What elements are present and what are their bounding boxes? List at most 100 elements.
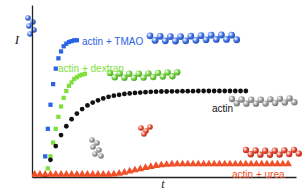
data-point bbox=[59, 133, 64, 138]
filament-bead bbox=[272, 100, 278, 106]
y-axis bbox=[32, 6, 33, 178]
filament-bead bbox=[172, 38, 179, 45]
filament-bead bbox=[282, 99, 288, 105]
data-point bbox=[185, 89, 190, 94]
filament-bead bbox=[174, 69, 180, 75]
data-point bbox=[69, 117, 74, 122]
data-point bbox=[148, 89, 153, 94]
monomer-bead bbox=[25, 15, 31, 21]
data-point bbox=[56, 115, 60, 119]
data-point bbox=[222, 89, 227, 94]
filament-bead bbox=[182, 37, 189, 44]
filament-bead bbox=[140, 74, 146, 80]
filament-bead bbox=[193, 37, 200, 44]
data-point bbox=[74, 111, 79, 116]
data-point bbox=[62, 96, 66, 100]
monomer-bead bbox=[89, 137, 95, 143]
data-point bbox=[101, 96, 106, 101]
data-point bbox=[111, 93, 116, 98]
data-point bbox=[284, 160, 292, 167]
data-point bbox=[133, 90, 138, 95]
data-point bbox=[64, 89, 68, 93]
filament-bead bbox=[243, 147, 249, 153]
monomer-bead bbox=[138, 125, 144, 131]
data-point bbox=[96, 98, 101, 103]
monomer-bead bbox=[141, 131, 147, 137]
data-point bbox=[164, 89, 169, 94]
filament-bead bbox=[262, 100, 268, 106]
filament-bead bbox=[147, 32, 154, 39]
data-point bbox=[233, 89, 238, 94]
chart: Itactin + TMAOactin + dextranactinactin … bbox=[0, 0, 308, 189]
monomer-bead bbox=[92, 151, 98, 157]
monomer-bead bbox=[94, 140, 100, 146]
filament-bead bbox=[276, 151, 282, 157]
series bbox=[40, 38, 79, 177]
filament-bead bbox=[286, 151, 292, 157]
data-point bbox=[143, 90, 148, 95]
y-axis-title: I bbox=[14, 32, 20, 47]
series bbox=[43, 72, 87, 177]
filament-bead bbox=[218, 32, 225, 39]
data-point bbox=[206, 89, 211, 94]
data-point bbox=[54, 127, 58, 131]
data-point bbox=[217, 89, 222, 94]
monomer-bead bbox=[90, 144, 96, 150]
filament-bead bbox=[203, 36, 210, 43]
filament-bead bbox=[291, 99, 297, 105]
data-point bbox=[80, 107, 85, 112]
data-point bbox=[243, 89, 248, 94]
data-point bbox=[122, 92, 127, 97]
data-point bbox=[142, 163, 150, 170]
data-point bbox=[48, 157, 53, 162]
data-point bbox=[106, 94, 111, 99]
filament-bead bbox=[150, 74, 156, 80]
filament-bead bbox=[213, 36, 220, 43]
data-point bbox=[56, 56, 60, 60]
data-point bbox=[117, 92, 122, 97]
data-point bbox=[180, 89, 185, 94]
data-point bbox=[75, 38, 79, 42]
data-point bbox=[64, 124, 69, 129]
filament-bead bbox=[296, 150, 302, 156]
data-point bbox=[196, 89, 201, 94]
data-point bbox=[43, 154, 47, 158]
data-point bbox=[46, 166, 50, 170]
monomer-bead bbox=[96, 147, 102, 153]
monomer-bead bbox=[147, 124, 153, 130]
data-point bbox=[228, 89, 233, 94]
x-axis-title: t bbox=[161, 177, 165, 189]
data-point bbox=[138, 90, 143, 95]
data-point bbox=[51, 82, 55, 86]
data-point bbox=[201, 89, 206, 94]
filament-bead bbox=[228, 32, 235, 39]
data-point bbox=[191, 89, 196, 94]
data-point bbox=[175, 89, 180, 94]
decorations bbox=[25, 15, 302, 159]
filament-bead bbox=[157, 33, 164, 40]
data-point bbox=[115, 169, 123, 176]
data-point bbox=[127, 91, 132, 96]
filament-bead bbox=[229, 96, 235, 102]
monomer-bead bbox=[26, 23, 32, 29]
filament-bead bbox=[233, 36, 240, 43]
series bbox=[43, 89, 248, 177]
data-point bbox=[53, 144, 58, 149]
filament-bead bbox=[252, 147, 258, 153]
series-label: actin + dextran bbox=[58, 63, 124, 74]
monomer-bead bbox=[98, 153, 104, 159]
data-point bbox=[238, 89, 243, 94]
data-point bbox=[90, 100, 95, 105]
series-label: actin + urea bbox=[232, 169, 285, 180]
data-point bbox=[85, 103, 90, 108]
data-point bbox=[159, 89, 164, 94]
axis-line bbox=[32, 6, 33, 178]
plot-area bbox=[32, 38, 292, 177]
filament-bead bbox=[238, 96, 244, 102]
data-point bbox=[170, 89, 175, 94]
data-point bbox=[212, 89, 217, 94]
series-label: actin bbox=[212, 103, 233, 114]
data-point bbox=[59, 104, 63, 108]
data-point bbox=[46, 127, 50, 131]
data-point bbox=[59, 49, 63, 53]
